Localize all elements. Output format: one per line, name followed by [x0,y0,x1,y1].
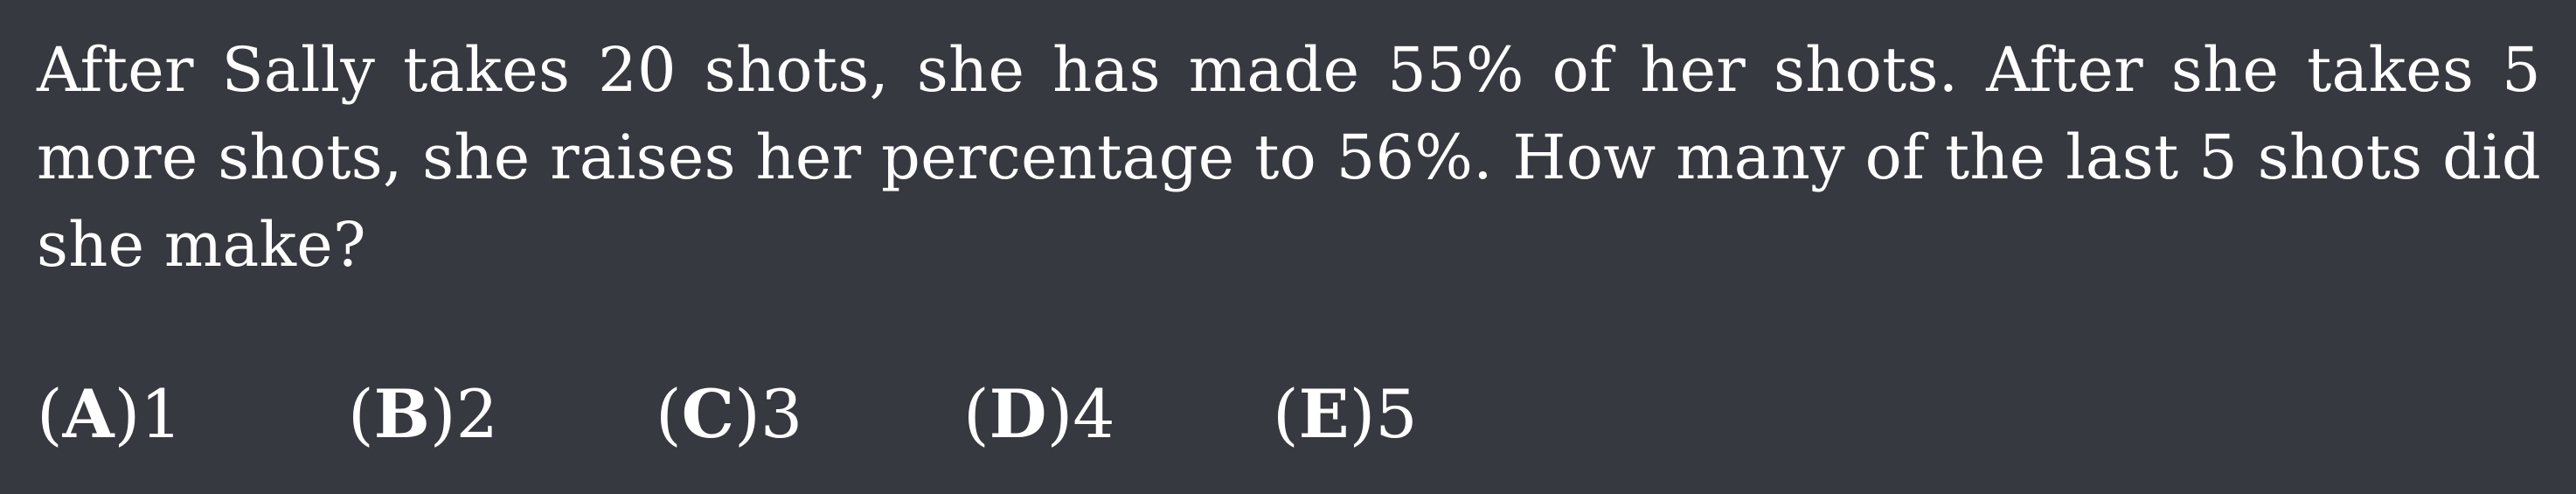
choice-letter: B [374,375,430,453]
choice-value: 1 [140,375,182,453]
answer-choice-e: (E)5 [1273,371,1418,458]
problem-statement: After Sally takes 20 shots, she has made… [37,26,2541,289]
answer-choice-b: (B)2 [348,371,498,458]
choice-value: 4 [1073,375,1114,453]
choice-value: 5 [1375,375,1417,453]
answer-choice-d: (D)4 [963,371,1115,458]
choice-letter: C [682,375,735,453]
answer-choice-c: (C)3 [656,371,802,458]
choice-letter: D [989,375,1047,453]
choice-value: 2 [456,375,498,453]
choice-letter: E [1299,375,1350,453]
choice-letter: A [63,375,115,453]
choice-value: 3 [760,375,802,453]
answer-choice-a: (A)1 [37,371,183,458]
